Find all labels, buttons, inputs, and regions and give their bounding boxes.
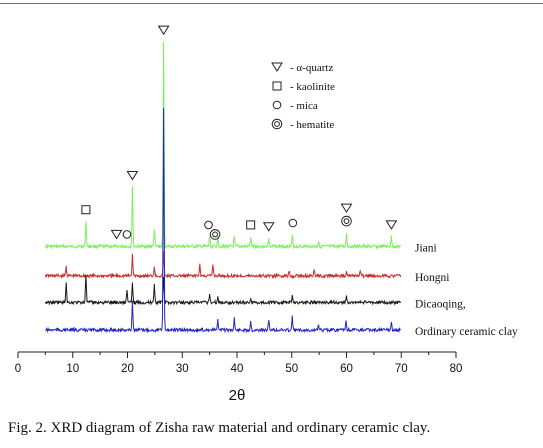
figure-caption: Fig. 2. XRD diagram of Zisha raw materia… — [8, 420, 431, 436]
x-tick-label: 70 — [395, 363, 408, 375]
quartz-marker-legend — [271, 62, 283, 72]
traces-group — [44, 41, 402, 334]
x-tick-label: 20 — [121, 363, 134, 375]
hematite-marker — [341, 215, 352, 227]
legend-entry: - kaolinite — [290, 81, 335, 93]
x-axis-label: 2θ — [229, 387, 246, 404]
x-tick-label: 50 — [285, 363, 298, 375]
hematite-marker — [209, 229, 221, 240]
legend-entry: - mica — [290, 100, 318, 112]
mica-marker — [122, 230, 132, 239]
x-tick-label: 30 — [176, 363, 189, 375]
trace-ordinary-ceramic-clay — [45, 107, 401, 334]
series-label: Ordinary ceramic clay — [415, 326, 518, 338]
mica-marker-legend — [272, 100, 282, 110]
top-rule — [0, 3, 543, 4]
series-label: Dicaoqing, — [415, 298, 466, 310]
quartz-marker — [385, 220, 398, 230]
hematite-marker-legend — [271, 118, 283, 130]
x-tick-label: 80 — [450, 363, 463, 375]
trace-dicaoqing — [44, 274, 402, 306]
mica-marker — [288, 218, 298, 228]
series-label: Hongni — [415, 272, 450, 284]
mica-marker — [204, 220, 213, 230]
xrd-chart: 0 10 20 30 40 50 60 70 80 Jiani Hongni Dicaoqing, O… — [15, 25, 518, 404]
x-tick-label: 40 — [231, 363, 244, 375]
kaolinite-marker — [81, 205, 91, 215]
quartz-marker — [126, 171, 139, 181]
kaolinite-marker-legend — [272, 81, 282, 91]
quartz-marker — [262, 222, 275, 232]
series-label: Jiani — [415, 242, 437, 254]
legend: - α-quartz - kaolinite - mica - hematite — [271, 62, 335, 131]
legend-entry: - hematite — [290, 119, 334, 131]
quartz-marker — [110, 229, 123, 240]
x-tick-label: 10 — [66, 363, 79, 375]
x-axis: 0 10 20 30 40 50 60 70 80 — [15, 351, 463, 375]
peak-annotations — [81, 25, 398, 240]
kaolinite-marker — [246, 220, 256, 230]
quartz-marker — [340, 203, 353, 214]
series-labels: Jiani Hongni Dicaoqing, Ordinary ceramic cl… — [415, 242, 518, 338]
trace-hongni — [44, 251, 402, 280]
legend-entry: - α-quartz — [290, 62, 333, 74]
trace-jiani — [45, 41, 402, 250]
x-tick-label: 0 — [15, 363, 21, 375]
quartz-marker — [157, 25, 170, 36]
x-tick-label: 60 — [340, 363, 353, 375]
